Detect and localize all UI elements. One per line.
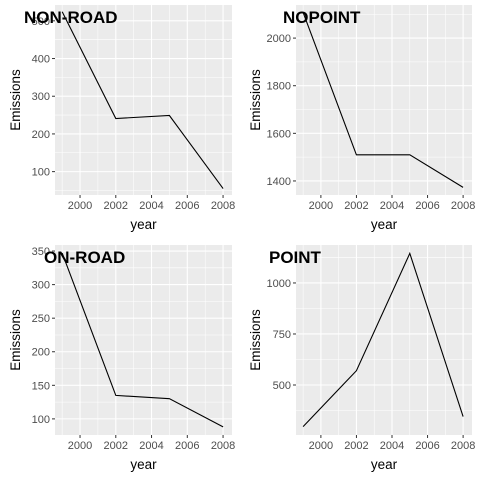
y-tick-label: 500 — [32, 16, 50, 28]
series-line — [61, 11, 224, 189]
y-axis-title: Emissions — [248, 69, 263, 131]
x-tick-label: 2006 — [175, 440, 199, 452]
y-tick-label: 100 — [32, 167, 50, 179]
panel-title: NON-ROAD — [24, 8, 118, 27]
series-line — [61, 252, 224, 428]
series-line — [302, 251, 464, 427]
x-tick-label: 2000 — [309, 200, 333, 212]
panel-background — [55, 245, 232, 435]
panel-title: POINT — [269, 248, 322, 267]
y-axis-title: Emissions — [248, 309, 263, 371]
x-tick-label: 2002 — [344, 440, 368, 452]
x-tick-label: 2000 — [309, 440, 333, 452]
y-tick-label: 750 — [273, 329, 291, 341]
panel-title: NOPOINT — [283, 8, 361, 27]
y-tick-label: 350 — [32, 246, 50, 258]
y-tick-label: 1400 — [267, 176, 291, 188]
x-axis-title: year — [130, 457, 157, 472]
x-axis-title: year — [371, 217, 398, 232]
y-axis-title: Emissions — [8, 309, 23, 371]
y-tick-label: 200 — [32, 347, 50, 359]
y-tick-label: 200 — [32, 129, 50, 141]
x-tick-label: 2006 — [415, 440, 439, 452]
x-axis-title: year — [130, 217, 157, 232]
x-tick-label: 2008 — [211, 200, 235, 212]
x-tick-label: 2004 — [380, 440, 404, 452]
y-tick-label: 1800 — [267, 81, 291, 93]
panel-background — [296, 5, 472, 195]
y-tick-label: 150 — [32, 380, 50, 392]
x-tick-label: 2000 — [68, 440, 92, 452]
y-tick-label: 300 — [32, 280, 50, 292]
panel-background — [55, 5, 232, 195]
x-tick-label: 2008 — [451, 440, 475, 452]
x-tick-label: 2002 — [104, 440, 128, 452]
x-tick-label: 2008 — [451, 200, 475, 212]
x-tick-label: 2004 — [139, 200, 163, 212]
y-tick-label: 1600 — [267, 128, 291, 140]
y-tick-label: 250 — [32, 313, 50, 325]
y-tick-label: 2000 — [267, 33, 291, 45]
y-tick-label: 100 — [32, 414, 50, 426]
x-tick-label: 2008 — [211, 440, 235, 452]
y-tick-label: 1000 — [267, 278, 291, 290]
x-tick-label: 2004 — [380, 200, 404, 212]
y-axis-title: Emissions — [8, 69, 23, 131]
x-tick-label: 2002 — [104, 200, 128, 212]
x-axis-title: year — [371, 457, 398, 472]
x-tick-label: 2000 — [68, 200, 92, 212]
x-tick-label: 2006 — [175, 200, 199, 212]
series-line — [302, 12, 464, 188]
y-tick-label: 300 — [32, 91, 50, 103]
panel-title: ON-ROAD — [44, 248, 125, 267]
x-tick-label: 2006 — [415, 200, 439, 212]
y-tick-label: 400 — [32, 54, 50, 66]
x-tick-label: 2002 — [344, 200, 368, 212]
y-tick-label: 500 — [273, 380, 291, 392]
x-tick-label: 2004 — [139, 440, 163, 452]
